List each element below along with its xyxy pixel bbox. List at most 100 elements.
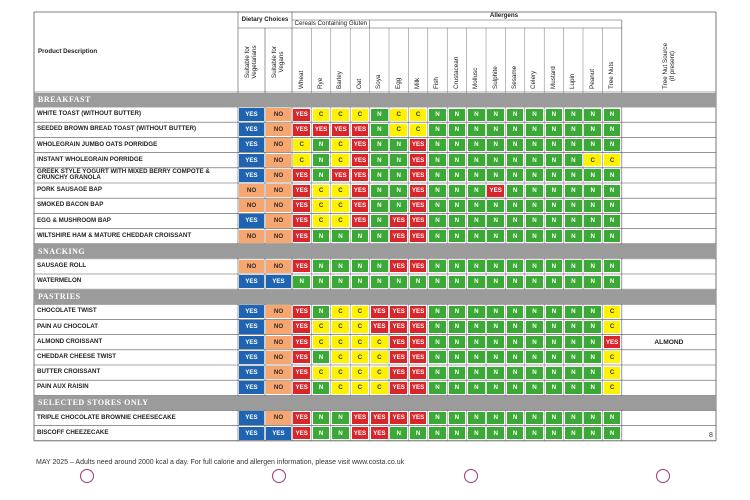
allergen-column-header: Rye [311,28,330,92]
allergen-cell: N [468,305,485,318]
allergen-cell: N [429,366,446,379]
allergen-column-header: Fish [428,28,447,92]
allergen-column-header-label: Sesame [511,65,519,89]
allergen-cell: N [545,138,563,152]
vegetarian-tag: YES [239,153,264,167]
allergen-cell: N [448,260,466,273]
allergen-cell: N [312,411,330,425]
allergen-cell: C [584,154,601,167]
allergen-cell: N [584,230,601,243]
vegetarian-tag: YES [239,366,264,380]
allergen-cell: C [312,320,330,334]
allergen-column-header-label: Barley [336,71,344,89]
allergen-cell: N [390,184,407,197]
allergen-cell: N [390,427,407,440]
allergen-cell: N [448,381,466,394]
allergen-cell: N [565,305,582,318]
product-name: CHEDDAR CHEESE TWIST [37,352,117,360]
allergen-cell: C [332,320,349,334]
allergen-cell: N [312,275,330,288]
product-name: WHOLEGRAIN JUMBO OATS PORRIDGE [37,140,158,148]
allergen-cell: N [526,169,543,182]
allergen-cell: YES [293,123,310,136]
allergen-cell: YES [409,138,427,152]
allergen-cell: N [565,260,582,273]
allergen-cell: C [293,154,310,167]
product-name: TRIPLE CHOCOLATE BROWNIE CHEESECAKE [37,413,176,421]
allergen-cell: N [390,154,407,167]
tree-nut-source-value: ALMOND [654,338,684,346]
vegan-tag: NO [266,350,291,364]
allergen-cell: YES [293,366,310,379]
product-name: BISCOFF CHEEZECAKE [37,428,109,436]
allergen-cell: N [448,154,466,167]
allergen-cell: N [332,411,349,425]
tree-nut-source-value [622,380,716,395]
allergen-cell: YES [293,108,310,121]
section-header: SELECTED STORES ONLY [34,395,716,410]
allergen-cell: YES [351,154,369,167]
allergen-column-header: Sulphite [486,28,505,92]
allergen-cell: N [545,260,563,273]
allergen-cell: N [448,108,466,121]
allergen-cell: N [468,366,485,379]
allergen-column-header: Milk [408,28,427,92]
allergen-cell: N [506,320,524,334]
vegetarian-tag: NO [239,184,264,198]
allergen-cell: N [545,305,563,318]
allergen-cell: N [448,275,466,288]
allergen-cell: N [506,305,524,318]
allergen-column-header: Celery [525,28,544,92]
allergen-cell: N [448,411,466,425]
allergen-cell: N [506,154,524,167]
product-name: WHITE TOAST (WITHOUT BUTTER) [37,110,142,118]
allergen-cell: N [429,260,446,273]
allergen-cell: N [487,169,504,182]
allergen-cell: C [312,366,330,379]
tree-nut-source-subtitle: (if present) [668,50,676,82]
allergen-column-header: Soya [370,28,389,92]
allergen-cell: YES [409,381,427,394]
allergen-cell: N [429,305,446,318]
allergen-cell: N [565,336,582,349]
allergen-cell: N [584,320,601,334]
vegan-tag: NO [266,214,291,228]
allergen-cell: N [448,366,466,379]
binding-hole-icon [656,469,670,483]
vegetarian-tag: YES [239,214,264,228]
allergen-cell: N [526,381,543,394]
allergen-cell: N [429,169,446,182]
allergen-cell: C [371,366,388,379]
allergen-cell: N [312,351,330,364]
allergen-cell: N [603,123,621,136]
allergen-cell: N [390,199,407,212]
allergen-cell: N [429,411,446,425]
allergen-column-header: Mustard [544,28,563,92]
allergen-cell: N [526,260,543,273]
allergen-cell: YES [409,214,427,228]
allergen-column-header-label: Fish [433,77,441,89]
vegetarian-tag: YES [239,138,264,152]
section-header: BREAKFAST [34,92,716,107]
section-header: SNACKING [34,244,716,259]
allergen-cell: N [448,305,466,318]
allergen-cell: YES [312,123,330,136]
allergen-cell: YES [293,305,310,318]
allergen-cell: N [448,138,466,152]
allergen-cell: N [371,138,388,152]
vegetarian-tag: YES [239,305,264,319]
allergen-cell: YES [390,320,407,334]
allergen-cell: YES [293,351,310,364]
allergen-cell: YES [293,199,310,212]
allergen-cell: YES [351,199,369,212]
product-name: ALMOND CROISSANT [37,337,103,345]
allergen-cell: N [565,427,582,440]
vegan-tag: NO [266,366,291,380]
allergen-cell: N [584,427,601,440]
vegetarian-tag: NO [239,229,264,243]
allergen-cell: YES [293,214,310,228]
allergen-cell: N [468,275,485,288]
vegan-tag: NO [266,335,291,349]
vegan-tag: NO [266,305,291,319]
